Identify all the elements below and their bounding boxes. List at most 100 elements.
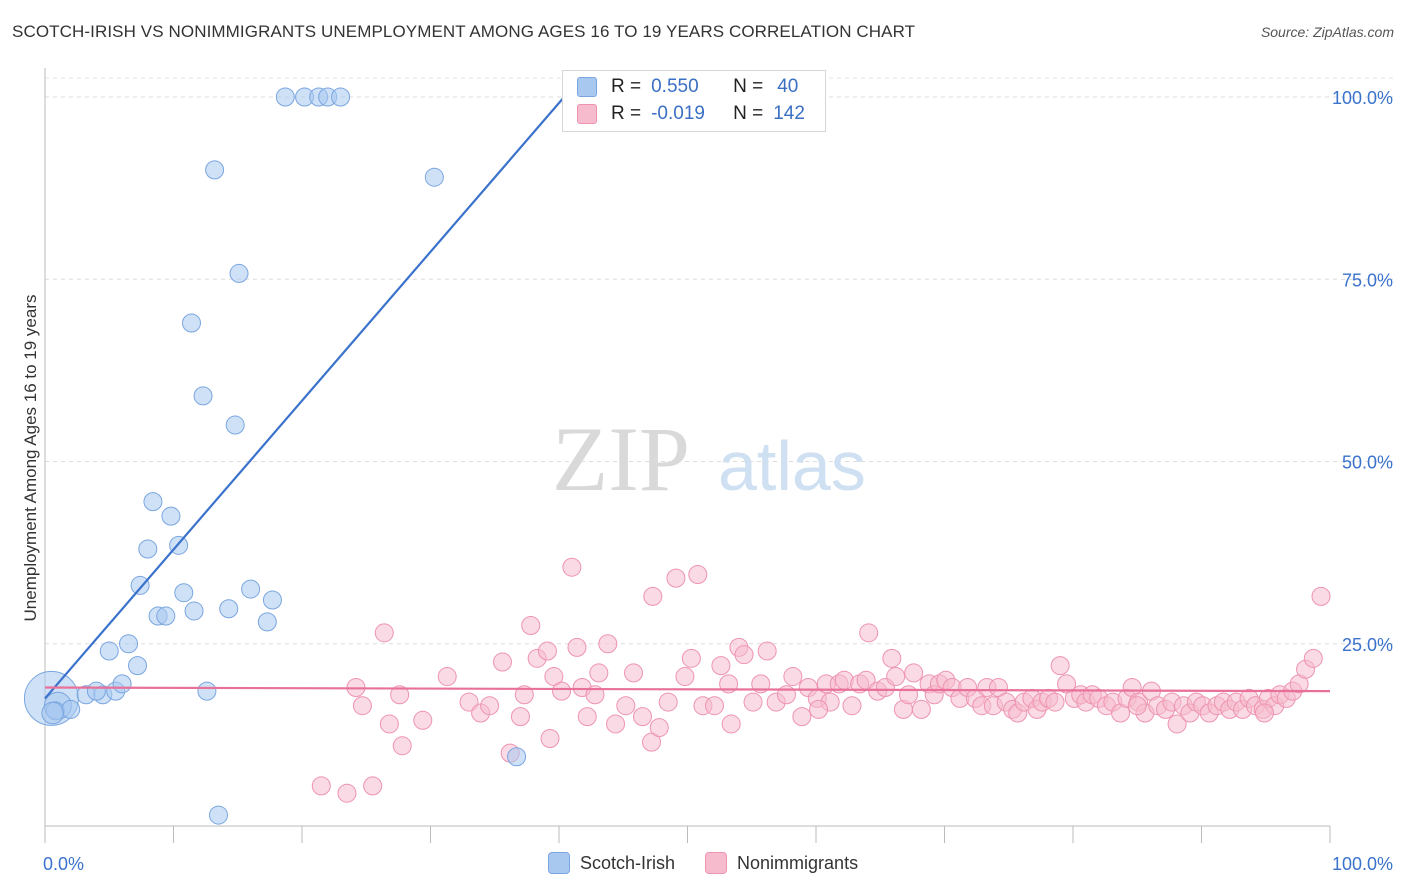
legend-r-value: 0.550 [651,76,699,97]
chart-title: SCOTCH-IRISH VS NONIMMIGRANTS UNEMPLOYME… [12,22,916,41]
bottom-legend-item-nonimmigrants: Nonimmigrants [705,852,858,874]
legend-r-value: -0.019 [651,103,705,124]
nonimmigrants-point [751,674,771,694]
gridlines [45,77,1395,645]
tick-labels: 100.0% 75.0% 50.0% 25.0% 0.0% 100.0% [43,88,1393,874]
nonimmigrants-point [379,714,399,734]
scotch-irish-point [241,579,261,599]
scotch-irish-point [143,492,163,512]
nonimmigrants-point [1057,674,1077,694]
nonimmigrants-point [904,663,924,683]
legend-swatch-blue [577,77,597,97]
source-label: Source: ZipAtlas.com [1260,24,1394,40]
legend-row-scotch-irish: R = 0.550 N = 40 [577,75,798,99]
nonimmigrants-point [480,696,500,716]
nonimmigrants-point [459,692,479,712]
nonimmigrants-point [1050,656,1070,676]
nonimmigrants-point [352,696,372,716]
nonimmigrants-point [658,692,678,712]
scotch-irish-point [99,641,119,661]
bottom-legend-swatch-blue [548,852,570,874]
scotch-irish-point [181,313,201,333]
nonimmigrants-point [562,557,582,577]
scotch-irish-point [61,699,81,719]
bottom-legend-item-scotch-irish: Scotch-Irish [548,852,675,874]
nonimmigrants-point [1045,692,1065,712]
scotch-irish-point [128,656,148,676]
y-tick-label: 50.0% [1342,453,1393,473]
nonimmigrants-point [1254,703,1274,723]
legend-n-label: N = [733,103,764,124]
legend-n-label: N = [733,76,764,97]
nonimmigrants-point [374,623,394,643]
nonimmigrants-point [842,696,862,716]
legend-box: R = 0.550 N = 40 R = -0.019 N = 142 [562,70,826,132]
scotch-irish-point [174,583,194,603]
scotch-irish-point [41,701,65,725]
nonimmigrants-point [643,586,663,606]
nonimmigrants-point [624,663,644,683]
scotch-irish-point [130,575,150,595]
scotch-irish-point [205,160,225,180]
nonimmigrants-point [567,637,587,657]
scotch-irish-point [219,599,239,619]
nonimmigrants-point [598,634,618,654]
scotch-irish-point [257,612,277,632]
nonimmigrants-point [711,656,731,676]
nonimmigrants-point [552,681,572,701]
scotch-irish-point [208,805,228,825]
nonimmigrants-point [521,616,541,636]
nonimmigrants-points [311,557,1331,803]
nonimmigrants-point [1167,714,1187,734]
nonimmigrants-point [675,667,695,687]
nonimmigrants-point [809,699,829,719]
nonimmigrants-point [585,685,605,705]
nonimmigrants-point [363,776,383,796]
legend-n-value: 142 [773,103,805,124]
legend-r-label: R = [611,76,642,97]
nonimmigrants-point [1127,696,1147,716]
nonimmigrants-point [792,707,812,727]
nonimmigrants-point [743,692,763,712]
legend-r-label: R = [611,103,642,124]
y-tick-label: 25.0% [1342,635,1393,655]
scotch-irish-point [193,386,213,406]
nonimmigrants-trendline [44,686,1331,693]
scotch-irish-point [331,87,351,107]
scotch-irish-point [86,681,106,701]
scotch-irish-point [156,606,176,626]
nonimmigrants-point [666,568,686,588]
scotch-irish-point [112,674,132,694]
nonimmigrants-point [544,667,564,687]
nonimmigrants-point [911,699,931,719]
scotch-irish-point [138,539,158,559]
nonimmigrants-point [886,667,906,687]
nonimmigrants-point [721,714,741,734]
y-tick-label: 100.0% [1332,88,1393,108]
watermark-zip: ZIP [552,408,690,510]
nonimmigrants-point [337,783,357,803]
nonimmigrants-point [681,648,701,668]
nonimmigrants-point [649,718,669,738]
scotch-irish-point [424,167,444,187]
nonimmigrants-point [437,667,457,687]
nonimmigrants-point [1303,648,1323,668]
nonimmigrants-point [704,696,724,716]
nonimmigrants-point [537,641,557,661]
bottom-legend-label: Scotch-Irish [580,852,676,873]
nonimmigrants-point [882,648,902,668]
nonimmigrants-point [510,707,530,727]
nonimmigrants-point [606,714,626,734]
nonimmigrants-point [899,685,919,705]
scotch-irish-point [225,415,245,435]
nonimmigrants-point [589,663,609,683]
nonimmigrants-point [514,685,534,705]
trendlines [44,96,1331,700]
bottom-legend: Scotch-Irish Nonimmigrants [548,852,888,874]
nonimmigrants-point [642,732,662,752]
nonimmigrants-point [392,736,412,756]
scotch-irish-points [23,87,527,825]
nonimmigrants-point [633,707,653,727]
nonimmigrants-point [390,685,410,705]
